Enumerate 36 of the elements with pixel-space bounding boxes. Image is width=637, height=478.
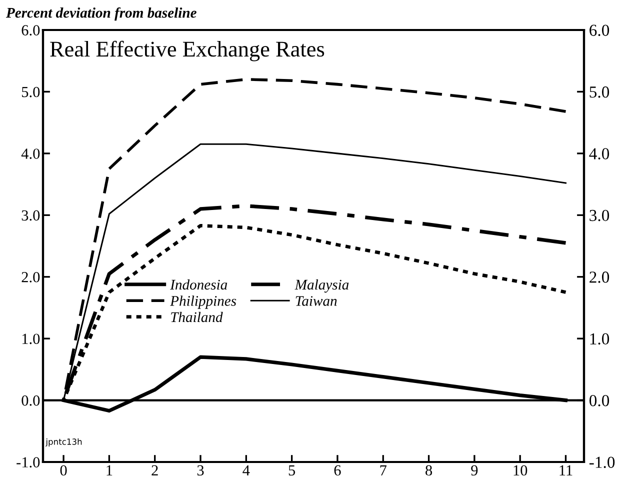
x-tick-label: 2	[152, 465, 158, 476]
x-tick-label: 4	[242, 465, 250, 476]
y2-tick-label: 2.0	[590, 272, 610, 283]
legend-label: Indonesia	[170, 279, 228, 290]
legend-label: Taiwan	[296, 296, 337, 306]
y-tick-label: 4.0	[21, 148, 40, 159]
x-tick-label: 1	[106, 465, 112, 476]
chart-title: Real Effective Exchange Rates	[50, 40, 324, 62]
annotation: jpntc13h	[46, 438, 82, 446]
legend-label: Malaysia	[294, 279, 349, 293]
y2-tick-label: 3.0	[590, 210, 610, 222]
x-tick-label: 3	[197, 465, 204, 476]
y-tick-label: 5.0	[22, 86, 40, 98]
x-tick-label: 9	[471, 465, 478, 476]
y-tick-label: 2.0	[22, 272, 40, 282]
x-tick-label: 6	[334, 465, 341, 476]
y-tick-label: 1.0	[22, 334, 40, 344]
y2-tick-label: 0.0	[589, 394, 610, 406]
x-tick-label: 7	[380, 465, 387, 476]
y2-tick-label: 1.0	[590, 333, 610, 345]
legend-label: Philippines	[170, 296, 236, 309]
x-tick-label: 8	[426, 465, 432, 476]
x-tick-label: 11	[560, 465, 572, 476]
y2-tick-label: 6.0	[590, 24, 610, 36]
y-tick-label: 3.0	[22, 210, 40, 221]
x-tick-label: 10	[514, 465, 528, 476]
y-tick-label: 6.0	[22, 25, 40, 36]
y2-tick-label: 4.0	[589, 148, 610, 160]
y2-tick-label: -1.0	[589, 456, 615, 468]
x-tick-label: 0	[60, 465, 67, 476]
legend-label: Thailand	[171, 312, 223, 322]
y2-tick-label: 5.0	[590, 86, 610, 98]
y-tick-label: 0.0	[22, 395, 40, 406]
y-axis-title: Percent deviation from baseline	[6, 7, 196, 21]
y-tick-label: -1.0	[16, 457, 40, 468]
x-tick-label: 5	[288, 465, 296, 476]
